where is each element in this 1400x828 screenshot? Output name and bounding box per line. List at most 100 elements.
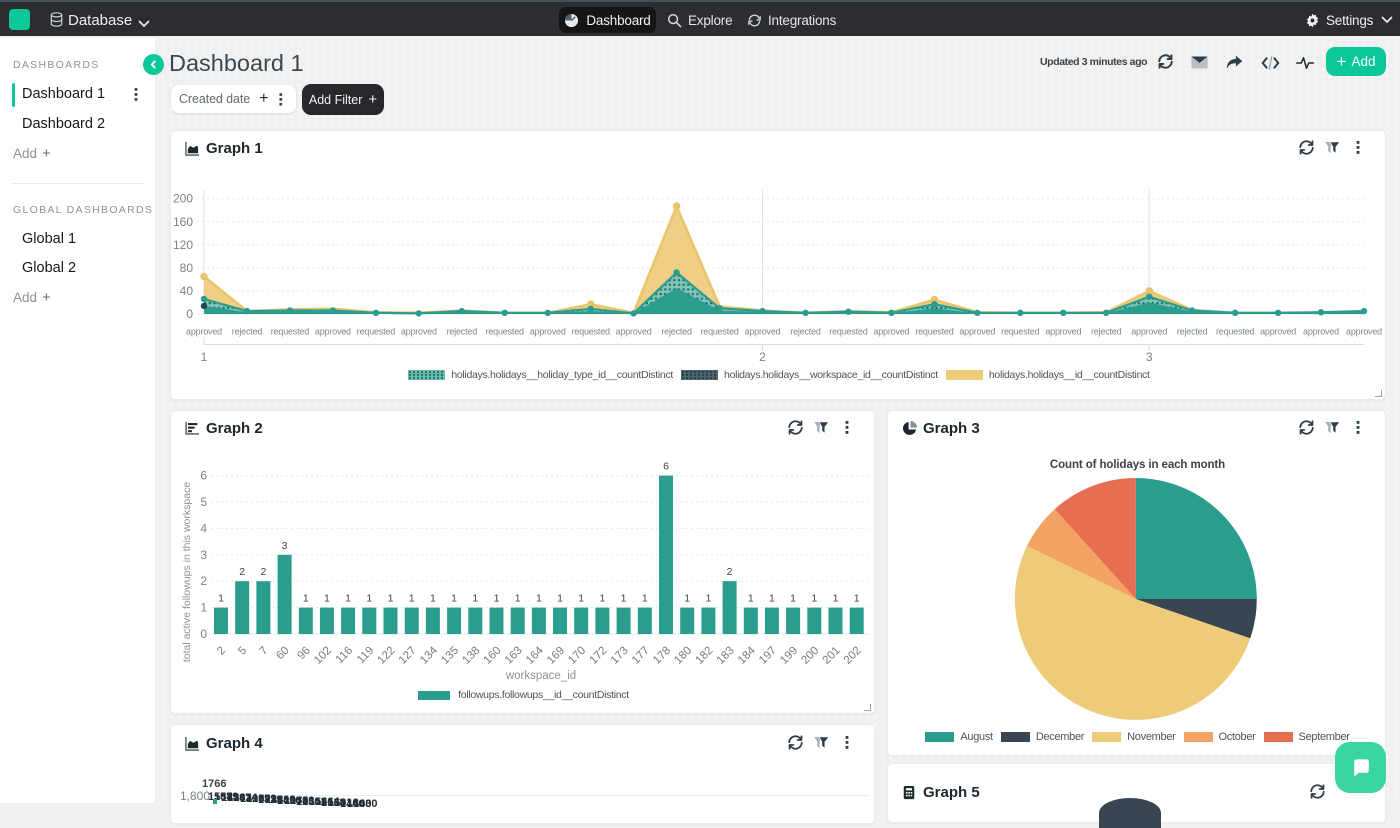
- svg-text:180: 180: [672, 645, 694, 667]
- svg-text:1: 1: [303, 593, 309, 605]
- svg-text:approved: approved: [1346, 327, 1382, 337]
- svg-text:178: 178: [651, 645, 673, 667]
- svg-text:160: 160: [482, 645, 504, 667]
- svg-text:1: 1: [557, 593, 563, 605]
- svg-text:1: 1: [472, 593, 478, 605]
- svg-text:197: 197: [757, 645, 779, 667]
- svg-text:1: 1: [451, 593, 457, 605]
- svg-text:5: 5: [200, 495, 207, 509]
- svg-text:rejected: rejected: [790, 327, 821, 337]
- svg-text:2: 2: [215, 645, 228, 658]
- svg-text:1: 1: [790, 593, 796, 605]
- svg-text:4: 4: [200, 521, 207, 535]
- svg-text:1: 1: [536, 593, 542, 605]
- svg-text:rejected: rejected: [661, 327, 692, 337]
- svg-text:202: 202: [842, 645, 864, 667]
- svg-text:3: 3: [1146, 350, 1153, 364]
- svg-text:1: 1: [854, 593, 860, 605]
- svg-text:1: 1: [200, 601, 207, 615]
- svg-text:102: 102: [312, 645, 334, 667]
- svg-text:169: 169: [545, 645, 567, 667]
- svg-text:6: 6: [663, 461, 669, 473]
- svg-text:3: 3: [200, 548, 207, 562]
- svg-text:170: 170: [566, 645, 588, 667]
- svg-text:requested: requested: [486, 327, 524, 337]
- svg-text:3: 3: [282, 540, 288, 552]
- svg-text:1: 1: [366, 593, 372, 605]
- svg-text:1: 1: [409, 593, 415, 605]
- svg-text:1: 1: [388, 593, 394, 605]
- svg-text:total active followups in this: total active followups in this workspace: [181, 482, 193, 662]
- svg-text:requested: requested: [357, 327, 395, 337]
- svg-text:1: 1: [345, 593, 351, 605]
- svg-text:1: 1: [748, 593, 754, 605]
- svg-text:requested: requested: [1001, 327, 1039, 337]
- svg-text:1: 1: [642, 593, 648, 605]
- svg-text:2: 2: [260, 566, 266, 578]
- svg-text:96: 96: [295, 645, 313, 663]
- svg-text:5: 5: [236, 645, 249, 658]
- svg-text:7: 7: [258, 645, 271, 658]
- svg-text:1: 1: [515, 593, 521, 605]
- svg-text:1: 1: [705, 593, 711, 605]
- svg-text:135: 135: [439, 645, 461, 667]
- svg-text:requested: requested: [700, 327, 738, 337]
- svg-text:127: 127: [397, 645, 419, 667]
- svg-text:160: 160: [173, 215, 193, 229]
- svg-text:requested: requested: [1216, 327, 1254, 337]
- svg-text:200: 200: [799, 645, 821, 667]
- svg-text:2: 2: [727, 566, 733, 578]
- svg-text:requested: requested: [271, 327, 309, 337]
- svg-text:approved: approved: [616, 327, 652, 337]
- svg-text:163: 163: [503, 645, 525, 667]
- svg-text:1: 1: [811, 593, 817, 605]
- svg-text:2: 2: [239, 566, 245, 578]
- svg-text:requested: requested: [829, 327, 867, 337]
- svg-text:approved: approved: [401, 327, 437, 337]
- svg-text:1: 1: [684, 593, 690, 605]
- svg-text:173: 173: [609, 645, 631, 667]
- svg-text:172: 172: [587, 645, 609, 667]
- svg-text:1: 1: [201, 350, 208, 364]
- svg-text:requested: requested: [572, 327, 610, 337]
- svg-text:approved: approved: [1260, 327, 1296, 337]
- svg-text:approved: approved: [1131, 327, 1167, 337]
- svg-text:0: 0: [186, 307, 193, 321]
- svg-text:1: 1: [769, 593, 775, 605]
- svg-text:rejected: rejected: [232, 327, 263, 337]
- svg-text:6: 6: [200, 469, 207, 483]
- svg-text:approved: approved: [873, 327, 909, 337]
- svg-text:workspace_id: workspace_id: [505, 670, 576, 682]
- svg-text:182: 182: [693, 645, 715, 667]
- svg-text:approved: approved: [1045, 327, 1081, 337]
- svg-text:120: 120: [173, 238, 193, 252]
- svg-text:0: 0: [200, 627, 207, 641]
- svg-text:1: 1: [324, 593, 330, 605]
- svg-text:201: 201: [821, 645, 843, 667]
- svg-text:1: 1: [430, 593, 436, 605]
- svg-text:2: 2: [759, 350, 766, 364]
- svg-text:1: 1: [494, 593, 500, 605]
- svg-text:122: 122: [376, 645, 398, 667]
- svg-text:approved: approved: [186, 327, 222, 337]
- svg-text:approved: approved: [530, 327, 566, 337]
- svg-text:1: 1: [578, 593, 584, 605]
- svg-text:80: 80: [180, 261, 194, 275]
- svg-text:2: 2: [200, 574, 207, 588]
- svg-text:200: 200: [173, 192, 193, 206]
- svg-text:approved: approved: [959, 327, 995, 337]
- svg-text:approved: approved: [1303, 327, 1339, 337]
- svg-text:1: 1: [833, 593, 839, 605]
- svg-text:183: 183: [715, 645, 737, 667]
- svg-text:1: 1: [599, 593, 605, 605]
- svg-text:184: 184: [736, 644, 758, 666]
- svg-text:rejected: rejected: [1177, 327, 1208, 337]
- svg-text:138: 138: [460, 645, 482, 667]
- svg-text:134: 134: [418, 644, 440, 666]
- svg-text:1: 1: [218, 593, 224, 605]
- svg-text:164: 164: [524, 644, 546, 666]
- svg-text:1: 1: [621, 593, 627, 605]
- svg-text:177: 177: [630, 645, 652, 667]
- svg-text:199: 199: [778, 645, 800, 667]
- svg-text:116: 116: [334, 645, 355, 666]
